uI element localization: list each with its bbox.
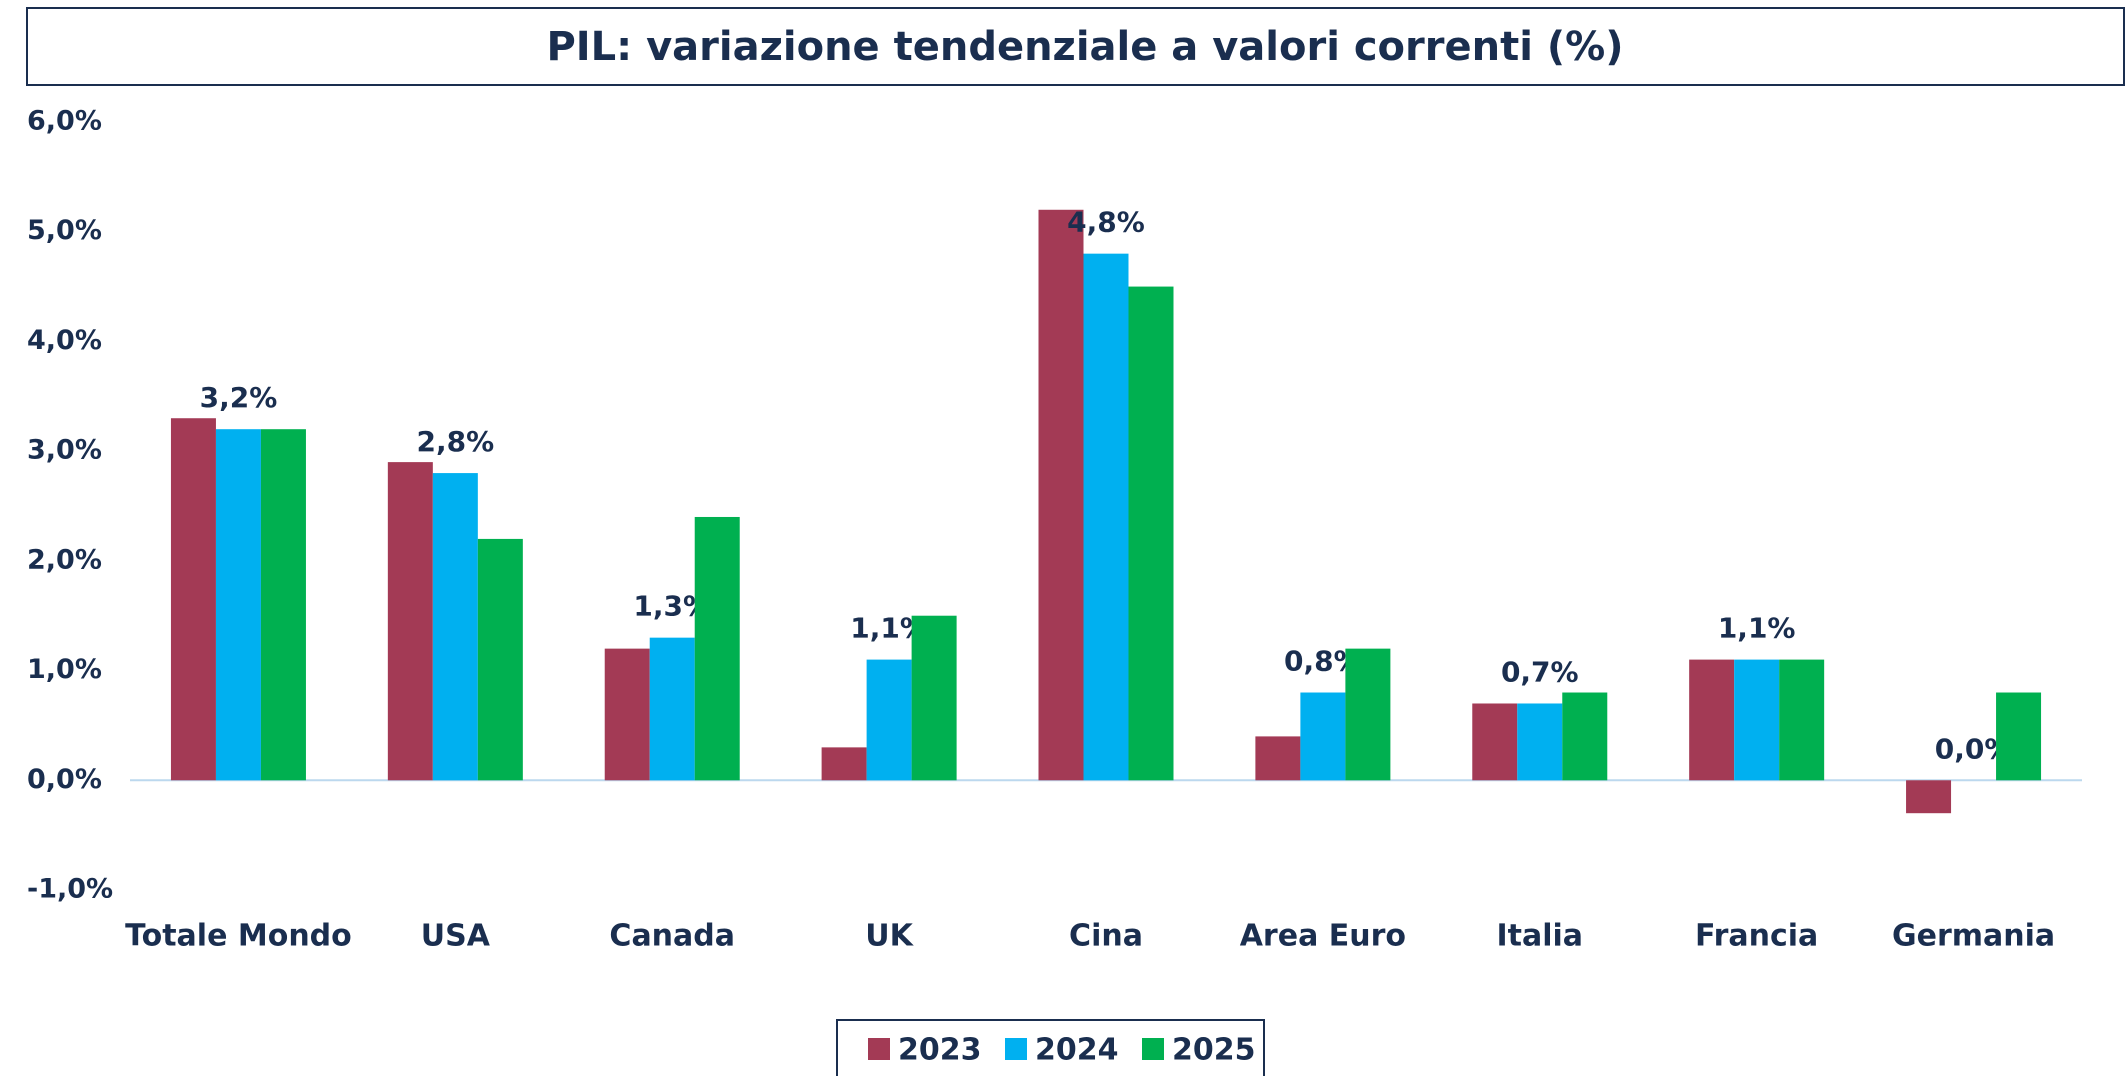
bar (1255, 736, 1301, 781)
bar (821, 747, 867, 781)
bar (1038, 209, 1084, 781)
x-tick-label: Italia (1496, 919, 1583, 954)
legend-box (836, 1019, 1265, 1076)
y-tick-label: 1,0% (27, 654, 102, 685)
bar (215, 429, 261, 781)
y-tick-label: 3,0% (27, 435, 102, 466)
bar (649, 637, 695, 781)
bar (1517, 703, 1563, 781)
y-tick-label: 5,0% (27, 215, 102, 246)
legend-swatch (868, 1038, 890, 1060)
bar (260, 429, 306, 781)
y-tick-label: 0,0% (27, 764, 102, 795)
bar (1083, 253, 1129, 781)
legend-swatch (1005, 1038, 1027, 1060)
bar (1300, 692, 1346, 781)
x-tick-label: USA (421, 919, 491, 954)
data-label: 0,7% (1501, 655, 1579, 688)
bar (911, 615, 957, 781)
bar (1906, 780, 1952, 814)
y-tick-label: -1,0% (27, 874, 113, 905)
data-label: 3,2% (200, 381, 278, 414)
bar (694, 516, 740, 781)
bar (387, 462, 433, 781)
x-tick-label: Germania (1892, 919, 2055, 954)
data-label: 2,8% (417, 425, 495, 458)
data-label: 1,1% (1718, 612, 1796, 645)
y-tick-label: 6,0% (27, 106, 102, 137)
bar (866, 659, 912, 781)
chart-title: PIL: variazione tendenziale a valori cor… (546, 24, 1623, 70)
x-tick-label: Canada (609, 919, 735, 954)
bar (604, 648, 650, 781)
bar (1472, 703, 1518, 781)
data-label: 4,8% (1067, 206, 1145, 239)
x-tick-label: Totale Mondo (125, 919, 352, 954)
bar (1128, 286, 1174, 781)
bar (170, 418, 216, 781)
bar (1562, 692, 1608, 781)
legend-swatch (1142, 1038, 1164, 1060)
y-tick-label: 4,0% (27, 325, 102, 356)
bar (432, 473, 478, 781)
bar (1996, 692, 2042, 781)
x-tick-label: Francia (1695, 919, 1818, 954)
bar (1345, 648, 1391, 781)
bar (1779, 659, 1825, 781)
legend-label: 2025 (1172, 1033, 1256, 1068)
legend-label: 2023 (898, 1033, 982, 1068)
x-tick-label: UK (865, 919, 914, 954)
legend-label: 2024 (1035, 1033, 1119, 1068)
bar (1689, 659, 1735, 781)
bar (477, 538, 523, 781)
y-tick-label: 2,0% (27, 544, 102, 575)
x-tick-label: Area Euro (1240, 919, 1406, 954)
bar (1734, 659, 1780, 781)
title-box (26, 7, 2125, 86)
x-tick-label: Cina (1069, 919, 1143, 954)
